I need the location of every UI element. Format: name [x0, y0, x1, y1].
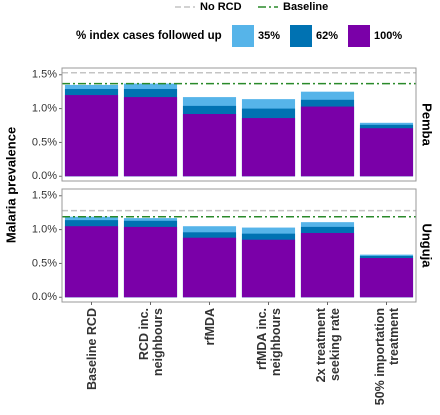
- x-tick-label: 2x treatment seeking rate: [313, 308, 342, 383]
- bar: [182, 114, 237, 177]
- bar: [64, 226, 119, 298]
- y-tick-label: 0.0%: [32, 291, 57, 303]
- legend-label: 100%: [374, 30, 402, 42]
- bar: [64, 95, 119, 177]
- facet-label: Unguja: [420, 223, 435, 268]
- y-tick-label: 0.5%: [32, 257, 57, 269]
- y-axis-label: Malaria prevalence: [3, 127, 18, 243]
- facet-label: Pemba: [420, 103, 435, 146]
- bar: [359, 258, 414, 298]
- x-tick-label: RCD inc. neighbours: [136, 308, 165, 377]
- y-tick-label: 1.5%: [32, 69, 57, 81]
- y-tick-label: 0.5%: [32, 136, 57, 148]
- x-tick-label: 50% importation treatment: [372, 308, 401, 406]
- legend-title: % index cases followed up: [76, 30, 222, 42]
- legend-label: 62%: [316, 30, 338, 42]
- panel-border: [61, 67, 417, 182]
- bar: [123, 97, 178, 177]
- legend-label: No RCD: [200, 1, 242, 13]
- x-tick-label: rfMDA: [202, 308, 217, 346]
- legend-swatch: [290, 25, 312, 47]
- y-tick-label: 1.0%: [32, 224, 57, 236]
- y-tick-label: 0.0%: [32, 170, 57, 182]
- bar: [182, 237, 237, 298]
- bar: [300, 106, 355, 177]
- legend-label: Baseline: [283, 1, 328, 13]
- panel-border: [61, 188, 417, 303]
- bar: [241, 118, 296, 177]
- legend-label: 35%: [258, 30, 280, 42]
- legend-swatch: [232, 25, 254, 47]
- bar: [241, 239, 296, 298]
- y-tick-label: 1.0%: [32, 103, 57, 115]
- x-tick-label: rfMDA inc. neighbours: [254, 308, 283, 377]
- y-tick-label: 1.5%: [32, 190, 57, 202]
- bar: [123, 226, 178, 298]
- legend-swatch: [348, 25, 370, 47]
- bar: [359, 128, 414, 177]
- bar: [300, 232, 355, 298]
- x-tick-label: Baseline RCD: [84, 308, 99, 390]
